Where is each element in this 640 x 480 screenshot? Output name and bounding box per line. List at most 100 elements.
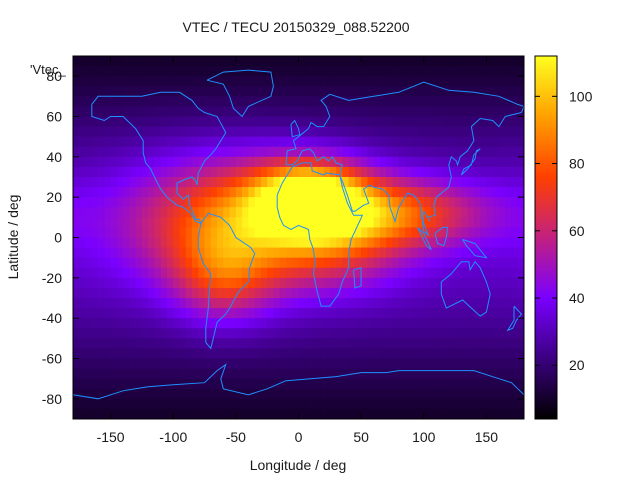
heat-cell (160, 277, 168, 289)
heat-cell (141, 116, 149, 127)
heat-cell (417, 166, 425, 178)
heat-cell (154, 247, 162, 259)
heat-cell (348, 217, 356, 228)
heat-cell (204, 257, 212, 269)
heat-cell (336, 197, 343, 208)
heat-cell (505, 126, 512, 138)
heat-cell (392, 328, 400, 339)
heat-cell (329, 227, 337, 238)
heat-cell (461, 227, 469, 238)
heat-cell (348, 187, 356, 198)
heat-cell (386, 378, 393, 390)
heat-cell (461, 348, 469, 359)
heat-cell (467, 267, 475, 279)
heat-cell (260, 338, 268, 349)
heat-cell (267, 338, 274, 349)
heat-cell (267, 56, 274, 67)
heat-cell (373, 116, 381, 127)
heat-cell (85, 207, 93, 218)
heat-cell (342, 136, 350, 148)
heat-cell (323, 106, 331, 117)
heat-cell (229, 237, 237, 248)
heat-cell (173, 217, 180, 228)
heat-cell (98, 247, 105, 259)
heat-cell (311, 217, 318, 228)
heat-cell (398, 177, 406, 188)
heat-cell (248, 338, 256, 349)
heat-cell (317, 287, 324, 299)
heat-cell (123, 76, 130, 87)
heat-cell (304, 187, 312, 198)
heat-cell (98, 237, 105, 248)
heat-cell (386, 408, 393, 420)
heat-cell (480, 56, 487, 67)
heat-cell (267, 187, 274, 198)
heat-cell (229, 156, 237, 168)
heat-cell (373, 308, 381, 319)
heat-cell (373, 76, 381, 87)
heat-cell (166, 136, 174, 148)
heat-cell (373, 166, 381, 178)
heat-cell (110, 298, 118, 309)
heat-cell (448, 287, 456, 299)
heat-cell (448, 257, 456, 269)
heat-cell (342, 358, 350, 369)
heat-cell (141, 76, 149, 87)
heat-cell (298, 287, 306, 299)
heat-cell (141, 106, 149, 117)
heat-cell (285, 257, 293, 269)
heat-cell (517, 187, 525, 198)
heat-cell (423, 66, 431, 77)
heat-cell (311, 398, 318, 410)
heat-cell (204, 277, 212, 289)
heat-cell (461, 368, 469, 380)
heat-cell (473, 96, 481, 107)
heat-cell (91, 166, 99, 178)
heat-cell (455, 287, 462, 299)
heat-cell (448, 187, 456, 198)
heat-cell (473, 207, 481, 218)
heat-cell (361, 237, 368, 248)
heat-cell (154, 398, 162, 410)
heat-cell (361, 277, 368, 289)
coastline-overlay (72, 69, 525, 400)
heat-cell (148, 146, 155, 158)
heat-cell (279, 86, 287, 97)
heat-cell (223, 76, 230, 87)
heat-cell (354, 166, 362, 178)
heat-cell (480, 398, 487, 410)
heat-cell (116, 136, 124, 148)
heat-cell (467, 378, 475, 390)
heat-cell (116, 197, 124, 208)
heat-cell (336, 338, 343, 349)
heat-cell (260, 328, 268, 339)
heat-cell (242, 126, 249, 138)
heat-cell (498, 146, 506, 158)
heat-cell (436, 287, 443, 299)
heat-cell (329, 338, 337, 349)
heat-cell (398, 207, 406, 218)
heat-cell (361, 56, 368, 67)
heat-cell (129, 227, 137, 238)
heat-cell (461, 197, 469, 208)
heat-cell (223, 207, 230, 218)
heat-cell (292, 227, 299, 238)
heat-cell (98, 217, 105, 228)
heat-cell (354, 298, 362, 309)
heat-cell (104, 86, 111, 97)
heat-cell (354, 328, 362, 339)
heat-cell (79, 348, 86, 359)
heat-cell (348, 388, 356, 400)
heat-cell (110, 318, 118, 329)
heat-cell (423, 247, 431, 259)
heat-cell (317, 86, 324, 97)
heat-cell (517, 166, 525, 178)
heat-cell (430, 287, 437, 299)
heat-cell (486, 408, 494, 420)
heat-cell (204, 217, 212, 228)
heat-cell (154, 318, 162, 329)
heat-cell (311, 116, 318, 127)
heat-cell (480, 146, 487, 158)
heat-cell (260, 298, 268, 309)
heat-cell (79, 217, 86, 228)
